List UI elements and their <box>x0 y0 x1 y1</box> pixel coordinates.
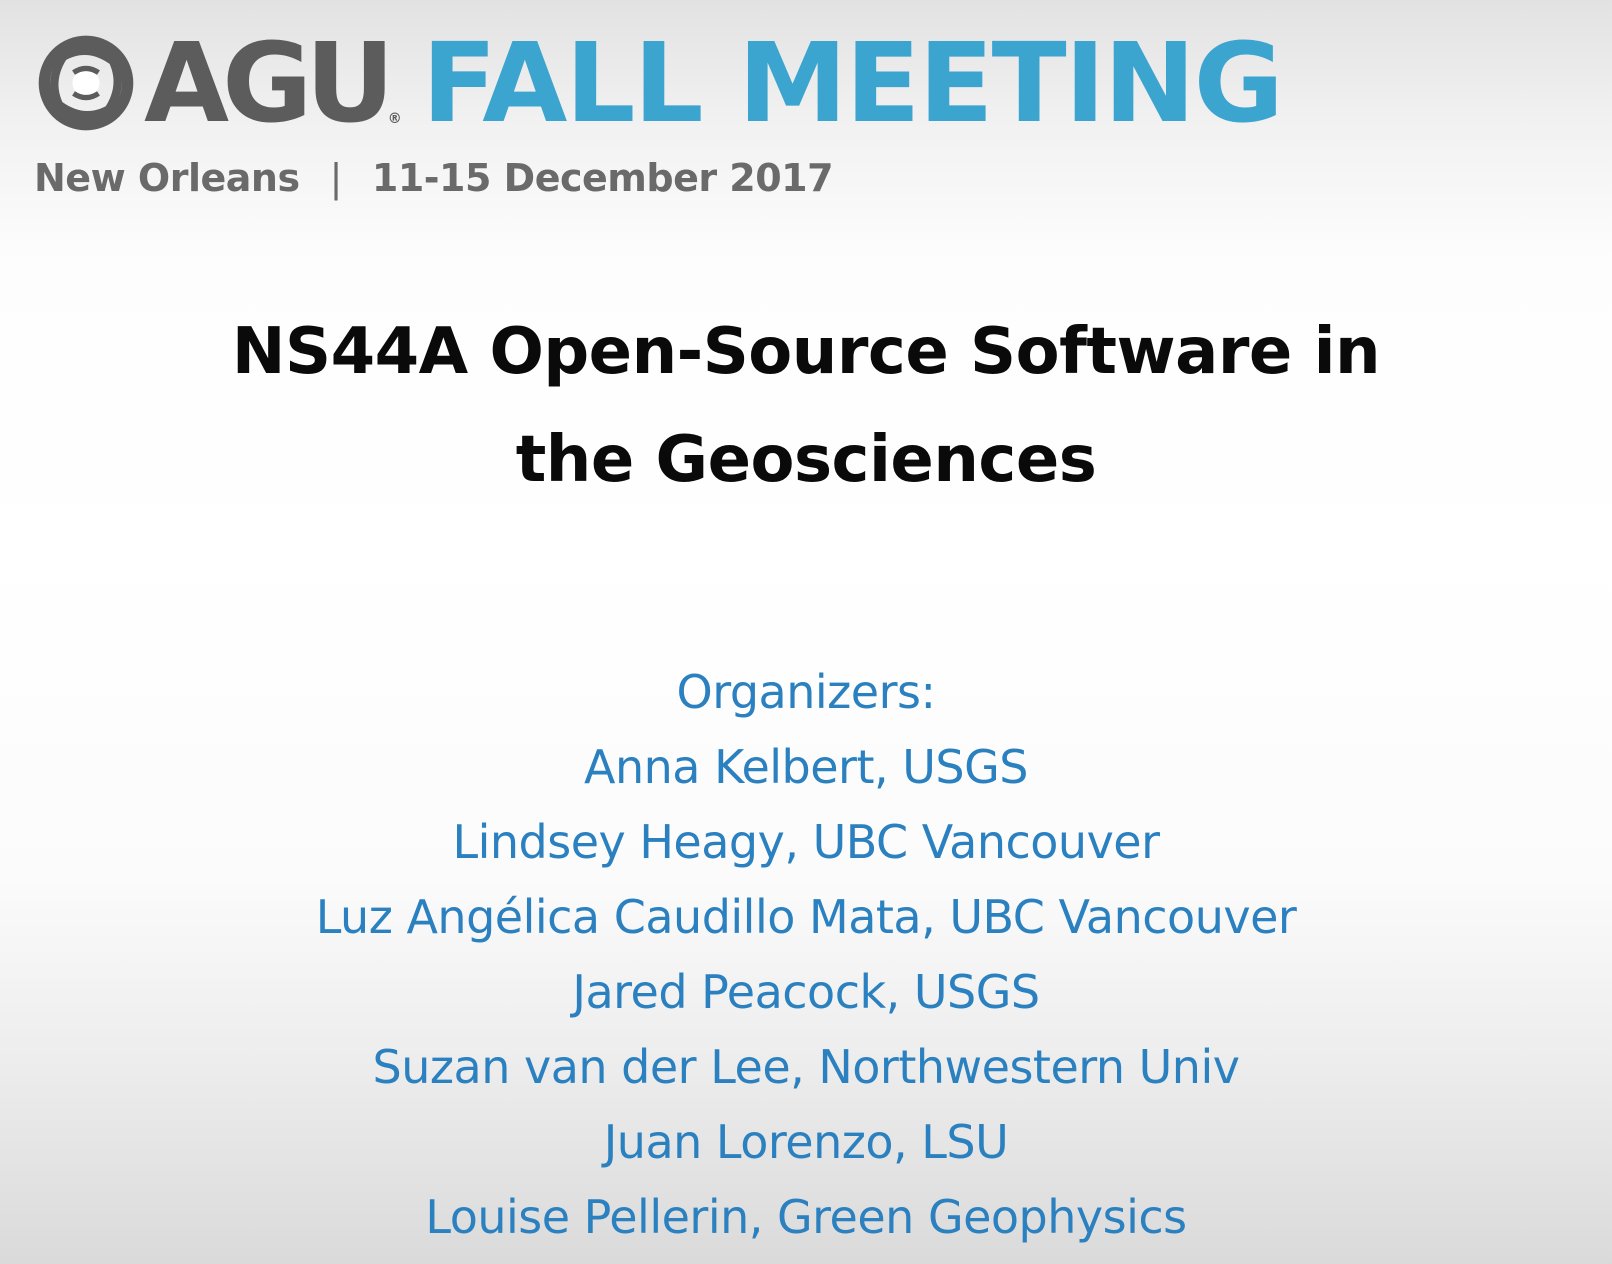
agu-logo-text: AGU <box>144 19 395 147</box>
organizer-item: Jared Peacock, USGS <box>572 965 1040 1019</box>
agu-wordmark: AGU ® <box>144 28 402 138</box>
session-title: NS44A Open-Source Software in the Geosci… <box>0 298 1612 514</box>
organizers-heading: Organizers: <box>676 665 936 719</box>
subheader-separator: | <box>329 156 343 200</box>
agu-swirl-logo-icon <box>38 35 134 131</box>
registered-mark: ® <box>387 111 402 127</box>
session-title-line-2: the Geosciences <box>515 423 1097 497</box>
event-name: FALL MEETING <box>421 19 1284 147</box>
organizer-item: Lindsey Heagy, UBC Vancouver <box>452 815 1160 869</box>
session-title-line-1: NS44A Open-Source Software in <box>231 315 1381 389</box>
organizer-item: Suzan van der Lee, Northwestern Univ <box>372 1040 1240 1094</box>
event-location: New Orleans <box>34 156 300 200</box>
organizer-item: Louise Pellerin, Green Geophysics <box>425 1190 1187 1244</box>
event-subheader: New Orleans | 11-15 December 2017 <box>34 156 834 200</box>
organizer-item: Juan Lorenzo, LSU <box>603 1115 1009 1169</box>
meeting-banner: AGU ® FALL MEETING <box>34 18 1284 148</box>
organizer-item: Anna Kelbert, USGS <box>584 740 1028 794</box>
organizer-item: Luz Angélica Caudillo Mata, UBC Vancouve… <box>315 890 1297 944</box>
event-dates: 11-15 December 2017 <box>371 156 834 200</box>
organizers-list: Organizers: Anna Kelbert, USGS Lindsey H… <box>0 655 1612 1255</box>
